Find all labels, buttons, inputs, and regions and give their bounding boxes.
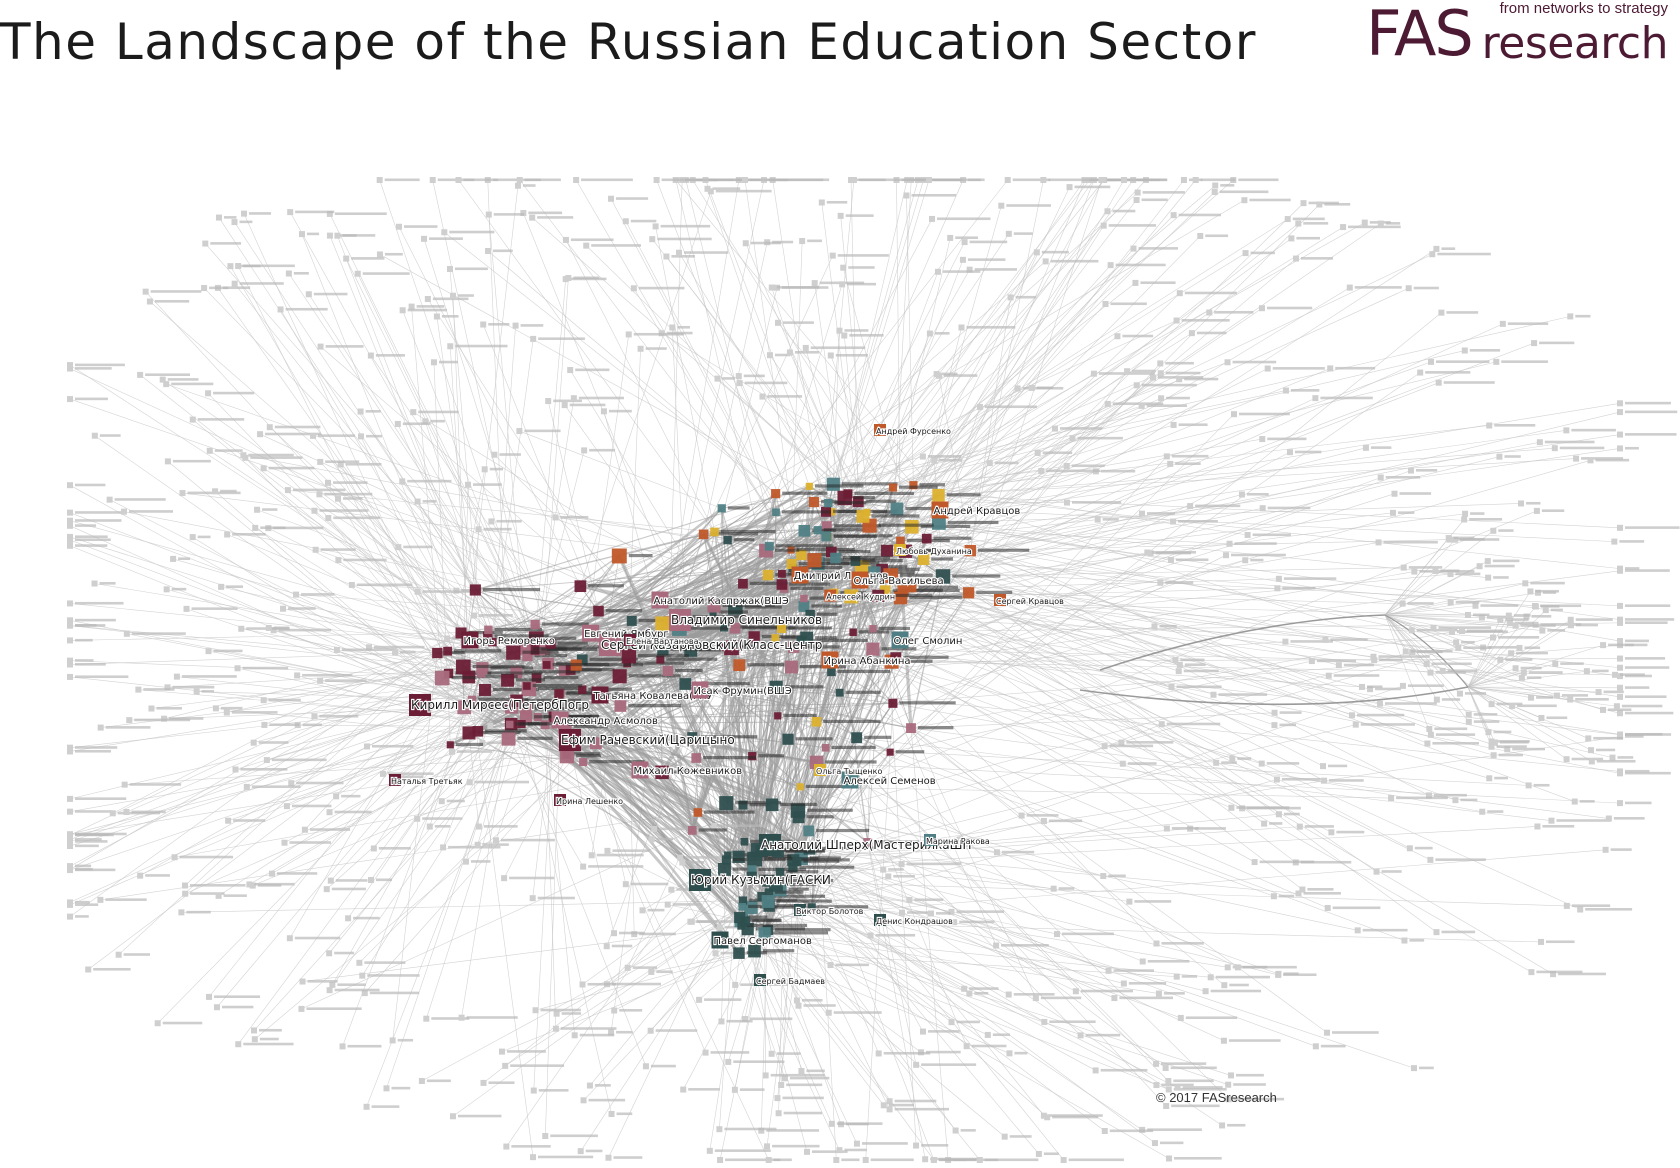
node-marker-2[interactable] <box>669 609 691 631</box>
node-marker-12[interactable] <box>931 501 949 519</box>
node-marker-10[interactable] <box>651 591 669 609</box>
fas-research-logo[interactable]: FAS from networks to strategy research <box>1358 0 1669 80</box>
node-label-23: Ольга Тыщенко <box>816 767 882 776</box>
node-label-18: Алексей Семенов <box>844 776 936 787</box>
node-label-15: Юрий Кузьмин(ГАСКИ <box>691 873 831 887</box>
peripheral-edges <box>69 179 1621 1161</box>
node-label-29: Алексей Кудрин <box>826 593 895 602</box>
node-label-27: Марина Ракова <box>926 837 990 846</box>
node-marker-15[interactable] <box>689 869 711 891</box>
node-marker-26[interactable] <box>582 624 600 642</box>
node-label-28: Денис Кондрашов <box>876 917 953 926</box>
node-label-17: Олег Смолин <box>894 636 963 647</box>
peripheral-nodes <box>67 177 1680 1163</box>
node-label-16: Павел Сергоманов <box>714 936 812 947</box>
node-label-13: Игорь Реморенко <box>464 636 555 647</box>
node-marker-5[interactable] <box>551 711 569 729</box>
node-marker-28[interactable] <box>874 914 886 926</box>
node-marker-31[interactable] <box>624 634 636 646</box>
node-label-30: Сергей Бадмаев <box>756 977 825 986</box>
node-label-25: Ирина Лешенко <box>556 797 623 806</box>
node-label-24: Виктор Болотов <box>796 907 864 916</box>
page-title: The Landscape of the Russian Education S… <box>0 13 1257 71</box>
node-label-10: Анатолий Каспржак(ВШЭ <box>654 596 789 607</box>
node-label-11: Ольга Васильева <box>854 576 944 587</box>
node-label-6: Татьяна Ковалева(ГПУ <box>593 691 713 702</box>
node-label-3: Ефим Рачевский(Царицыно <box>561 733 735 747</box>
node-marker-23[interactable] <box>814 764 826 776</box>
node-marker-18[interactable] <box>841 771 859 789</box>
network-graph[interactable]: Кирилл Мирсес(ПетербПогр Сергей Казарновс… <box>0 80 1680 1168</box>
node-marker-27[interactable] <box>924 834 936 846</box>
node-marker-17[interactable] <box>891 631 909 649</box>
node-label-9: Ирина Абанкина <box>824 656 911 667</box>
logo-tagline: from networks to strategy <box>1499 0 1668 17</box>
node-label-14: Анатолий Шперх(МастерилкаШП <box>761 838 972 852</box>
node-marker-11[interactable] <box>851 571 869 589</box>
node-label-20: Наталья Третьяк <box>391 777 463 786</box>
node-label-31: Елена Вартанова <box>626 637 699 646</box>
node-marker-1[interactable] <box>599 634 621 656</box>
node-label-22: Андрей Фурсенко <box>876 427 951 436</box>
core-nodes <box>432 477 1030 959</box>
node-marker-20[interactable] <box>389 774 401 786</box>
node-label-7: Исак Фрумин(ВШЭ <box>694 686 792 697</box>
node-marker-29[interactable] <box>824 589 837 602</box>
node-marker-4[interactable] <box>631 761 649 779</box>
node-marker-14[interactable] <box>759 834 781 856</box>
node-label-19: Любовь Духанина <box>896 547 972 556</box>
node-marker-13[interactable] <box>461 631 479 649</box>
node-label-5: Александр Асмолов <box>554 716 659 727</box>
copyright-notice: © 2017 FASresearch <box>1156 1090 1277 1105</box>
key-nodes: Кирилл Мирсес(ПетербПогр Сергей Казарновс… <box>389 424 1065 987</box>
node-marker-7[interactable] <box>691 681 709 699</box>
node-label-1: Сергей Казарновский(Класс-центр <box>601 638 822 652</box>
node-marker-22[interactable] <box>874 424 886 436</box>
node-label-21: Сергей Кравцов <box>996 597 1064 606</box>
node-label-2: Владимир Синельников <box>671 613 822 627</box>
node-marker-3[interactable] <box>559 729 581 751</box>
node-marker-24[interactable] <box>794 904 806 916</box>
node-marker-30[interactable] <box>754 974 766 986</box>
node-marker-21[interactable] <box>994 594 1006 606</box>
logo-word: research <box>1481 18 1669 69</box>
node-marker-9[interactable] <box>821 651 839 669</box>
node-marker-16[interactable] <box>711 931 729 949</box>
node-marker-6[interactable] <box>591 686 609 704</box>
node-label-0: Кирилл Мирсес(ПетербПогр <box>411 698 589 712</box>
node-marker-19[interactable] <box>894 544 906 556</box>
node-marker-0[interactable] <box>409 694 431 716</box>
node-label-12: Андрей Кравцов <box>934 506 1021 517</box>
node-label-4: Михаил Кожевников <box>634 766 743 777</box>
logo-mark: FAS <box>1366 0 1474 70</box>
node-marker-8[interactable] <box>791 566 809 584</box>
node-marker-25[interactable] <box>554 794 566 806</box>
